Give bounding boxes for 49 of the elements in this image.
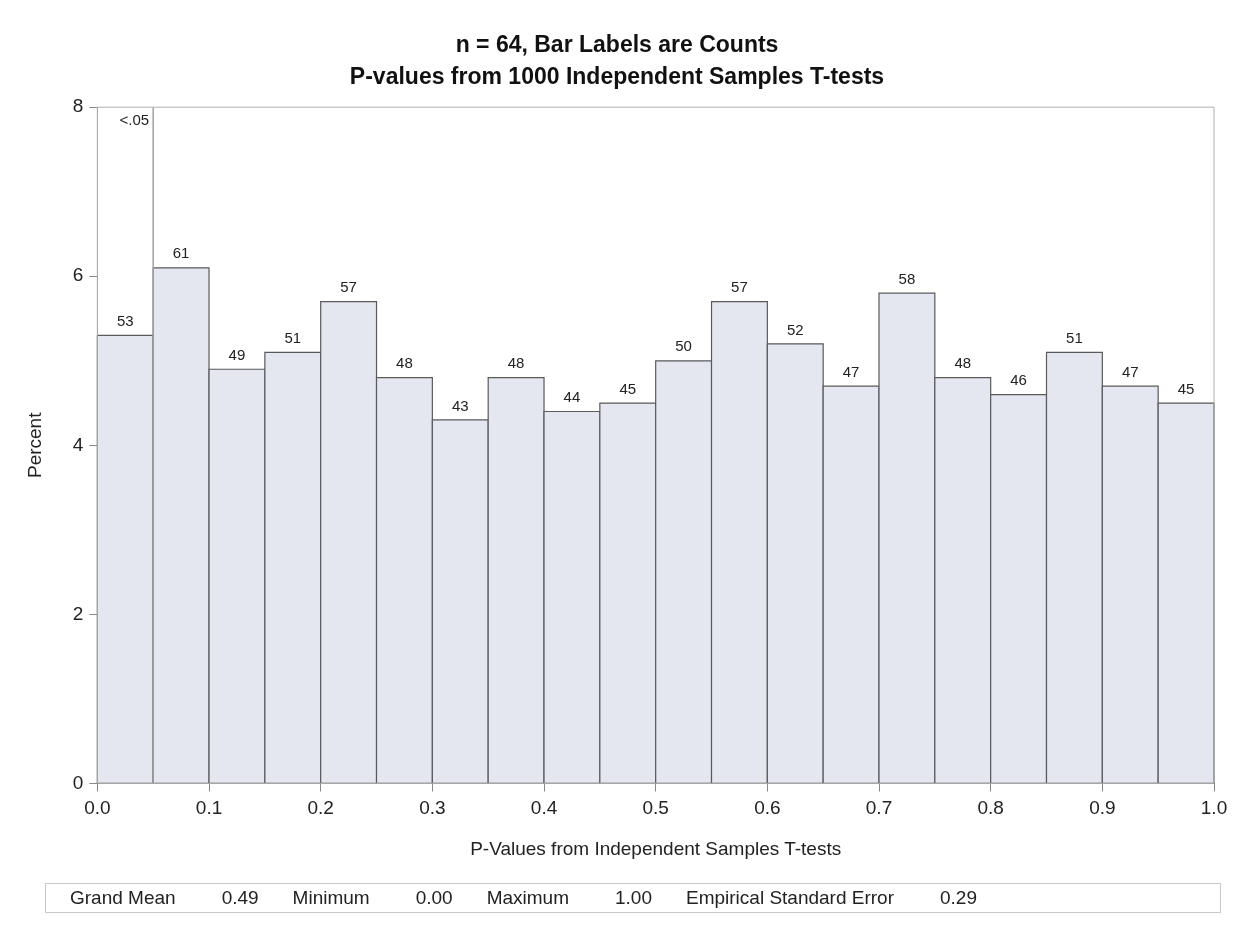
y-tick-label: 8 [72,95,84,117]
y-tick-label: 0 [72,771,84,793]
text: Maximum [485,887,569,909]
y-tick-label: 4 [72,433,84,455]
annotation: 50 [675,337,692,355]
annotation: 61 [172,244,190,262]
annotation: 44 [563,388,581,406]
annotation: 46 [1010,371,1027,389]
x-tick-label: 0.6 [754,797,781,819]
text: Grand Mean [69,887,176,909]
y-axis-title: Percent [23,411,45,479]
x-tick-label: 1.0 [1200,797,1228,819]
annotation: 51 [1066,328,1083,346]
annotation: 48 [396,354,413,372]
text: 1.00 [614,887,653,909]
annotation: 48 [507,354,525,372]
x-tick-label: 0.9 [1089,797,1116,819]
text: Empirical Standard Error [685,887,895,909]
annotation: 57 [731,278,748,296]
y-tick-label: 6 [72,264,84,286]
chart-title: n = 64, Bar Labels are Counts [455,31,779,58]
ref-line-label: <.05 [119,110,150,128]
annotation: 58 [898,269,916,287]
annotation: 43 [451,396,469,414]
annotation: 47 [842,362,860,380]
annotation: 48 [954,354,972,372]
x-tick-label: 0.7 [865,797,893,819]
chart-subtitle: P-values from 1000 Independent Samples T-tests [349,62,885,89]
annotation: 51 [284,328,302,346]
x-tick-label: 0.1 [195,797,223,819]
x-tick-label: 0.2 [307,797,334,819]
annotation: 52 [786,320,804,338]
text: Minimum [291,887,370,909]
y-tick-label: 2 [72,602,84,624]
x-tick-label: 0.5 [642,797,669,819]
x-tick-label: 0.0 [84,797,111,819]
annotation: 49 [228,345,246,363]
annotation: 53 [116,312,134,330]
x-axis-title: P-Values from Independent Samples T-tests [470,837,842,859]
text: 0.00 [414,887,454,909]
x-tick-label: 0.4 [530,797,558,819]
annotation: 45 [619,379,637,397]
text: 0.49 [220,887,260,909]
x-tick-label: 0.8 [977,797,1004,819]
x-tick-label: 0.3 [419,797,446,819]
annotation: 57 [340,278,357,296]
annotation: 47 [1121,362,1139,380]
annotation: 45 [1177,379,1195,397]
text: 0.29 [939,887,978,909]
